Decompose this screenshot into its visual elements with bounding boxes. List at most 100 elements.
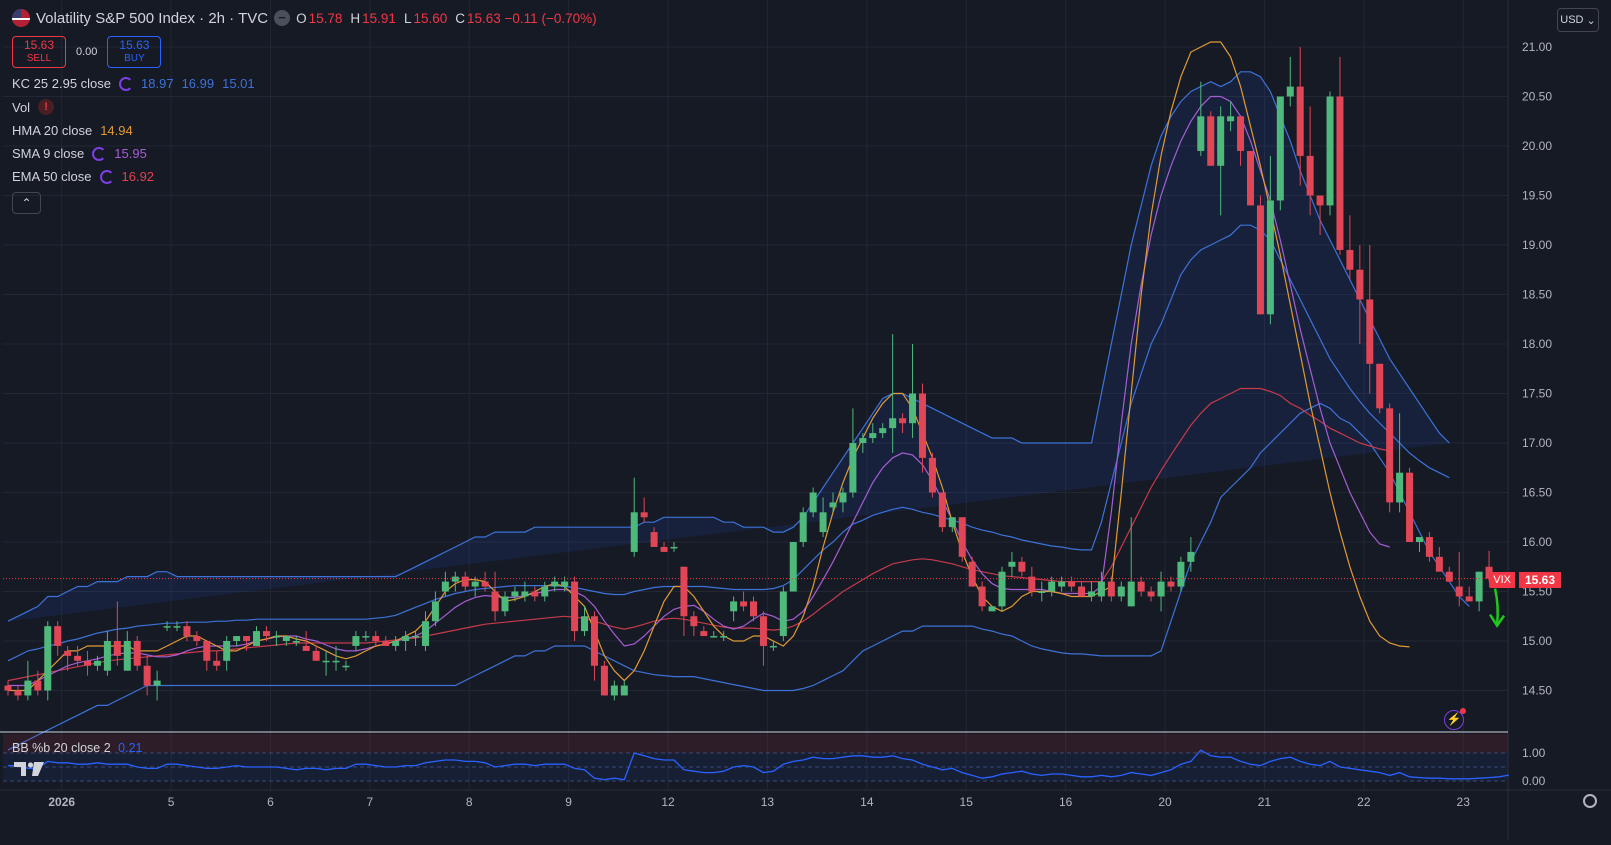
legend-sma[interactable]: SMA 9 close 15.95: [12, 146, 147, 161]
candle-body: [1008, 561, 1016, 567]
tradingview-logo-icon[interactable]: [13, 760, 45, 778]
candle-body: [1157, 581, 1165, 597]
minus-icon[interactable]: −: [274, 10, 291, 26]
candle-body: [272, 636, 280, 638]
keltner-lower-line: [7, 402, 1470, 751]
high-value: 15.91: [362, 10, 396, 26]
candle-body: [829, 502, 837, 508]
candle-body: [1048, 581, 1056, 592]
candle-body: [1177, 561, 1185, 587]
low-label: L: [403, 10, 412, 26]
candle-body: [74, 655, 82, 661]
candle-body: [441, 581, 449, 592]
arrow-shaft: [1493, 588, 1499, 625]
candle-body: [213, 660, 221, 666]
spread-value: 0.00: [76, 46, 98, 58]
hma-line: [8, 41, 1410, 692]
buy-button[interactable]: 15.63 BUY: [107, 36, 162, 68]
candle-body: [282, 636, 290, 641]
candlesticks: [4, 47, 1493, 701]
candle-body: [1147, 591, 1155, 597]
time-tick-label: 12: [661, 795, 675, 809]
candle-body: [839, 492, 847, 503]
buy-label: BUY: [124, 53, 145, 64]
candle-body: [193, 636, 201, 641]
candle-body: [1346, 249, 1354, 270]
legend-kc[interactable]: KC 25 2.95 close 18.97 16.99 15.01: [12, 76, 255, 91]
candle-body: [750, 601, 757, 617]
price-tick-label: 18.00: [1522, 337, 1552, 351]
candle-body: [1167, 581, 1175, 587]
price-tick-label: 14.50: [1522, 684, 1552, 698]
candle-body: [1485, 566, 1493, 579]
candle-body: [1256, 205, 1264, 315]
candle-body: [1237, 116, 1245, 151]
candle-body: [1247, 150, 1254, 206]
symbol-title[interactable]: Volatility S&P 500 Index · 2h · TVC: [36, 9, 269, 27]
candle-body: [1137, 581, 1145, 592]
refresh-icon[interactable]: [99, 169, 114, 184]
refresh-icon[interactable]: [119, 76, 134, 91]
candle-body: [1316, 195, 1324, 206]
price-tick-label: 17.00: [1522, 436, 1552, 450]
candle-body: [551, 581, 559, 587]
price-tick-label: 18.50: [1522, 288, 1552, 302]
hma-value: 14.94: [100, 123, 133, 138]
candle-body: [143, 665, 151, 686]
candle-body: [402, 636, 410, 641]
candle-body: [640, 512, 648, 518]
candle-body: [511, 591, 519, 597]
candle-body: [561, 581, 569, 587]
trade-panel: 15.63 SELL 0.00 15.63 BUY: [12, 36, 162, 68]
ohlc-values: O 15.78 H 15.91 L 15.60 C 15.63 −0.11 (−0.70…: [296, 11, 603, 26]
candle-body: [461, 576, 469, 587]
candle-body: [183, 626, 191, 637]
chevron-up-icon[interactable]: ⌃: [12, 192, 41, 214]
candle-body: [630, 512, 638, 552]
legend-ema[interactable]: EMA 50 close 16.92: [12, 169, 154, 184]
sell-button[interactable]: 15.63 SELL: [12, 36, 66, 68]
price-tick-label: 15.00: [1522, 634, 1552, 648]
candle-body: [660, 546, 668, 552]
lightning-icon[interactable]: ⚡: [1444, 708, 1466, 730]
kc-lower-value: 15.01: [222, 76, 255, 91]
price-tick-label: 17.50: [1522, 387, 1552, 401]
price-tick-label: 21.00: [1522, 40, 1552, 54]
candle-body: [531, 591, 539, 597]
candle-body: [262, 631, 270, 637]
low-value: 15.60: [413, 10, 448, 26]
candle-body: [342, 665, 350, 668]
gear-icon[interactable]: [1583, 794, 1597, 808]
last-price-badge: VIX 15.63: [1489, 572, 1561, 588]
candle-body: [203, 641, 211, 661]
candle-body: [690, 616, 698, 627]
warning-icon[interactable]: !: [38, 99, 55, 115]
candle-body: [362, 636, 370, 638]
candle-body: [103, 641, 111, 671]
time-axis[interactable]: 2026 5 6 7 8 9 12 13 14 15 16 20 21 22 23: [48, 795, 1470, 809]
candle-body: [1286, 86, 1294, 97]
candle-body: [1207, 116, 1215, 166]
candle-body: [44, 626, 52, 691]
price-tick-label: 15.50: [1522, 585, 1552, 599]
grid-lines: [3, 0, 1508, 790]
ema-value: 16.92: [121, 169, 155, 184]
candle-body: [1018, 561, 1026, 572]
time-tick-label: 16: [1059, 795, 1073, 809]
time-tick-label: 23: [1457, 795, 1471, 809]
candle-body: [382, 641, 390, 646]
candle-body: [1386, 408, 1394, 503]
legend-hma[interactable]: HMA 20 close 14.94: [12, 123, 133, 138]
candle-body: [571, 581, 579, 632]
legend-vol[interactable]: Vol !: [12, 99, 55, 115]
candle-body: [153, 680, 161, 686]
price-tick-label: 19.50: [1522, 189, 1552, 203]
candle-body: [849, 443, 857, 493]
refresh-icon[interactable]: [92, 146, 107, 161]
legend-bb[interactable]: BB %b 20 close 2 0.21: [12, 741, 143, 755]
currency-selector[interactable]: USD ⌄: [1557, 8, 1599, 32]
candle-body: [312, 650, 320, 661]
kc-middle-value: 16.99: [181, 76, 215, 91]
